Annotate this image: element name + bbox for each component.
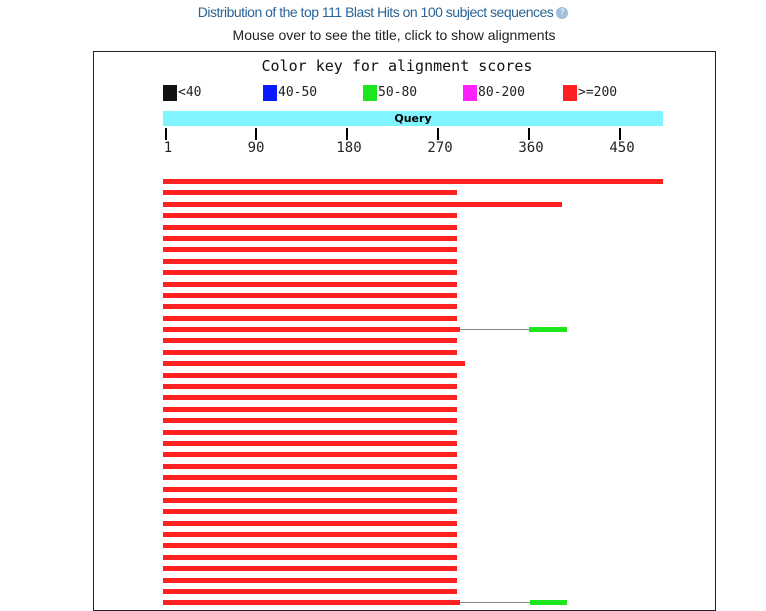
- color-swatch-green: [363, 85, 377, 101]
- axis-tick: [437, 128, 439, 140]
- hit-bar[interactable]: [163, 475, 458, 480]
- hit-bar[interactable]: [163, 430, 458, 435]
- hit-bar[interactable]: [163, 521, 458, 526]
- axis-tick-label: 1: [163, 140, 173, 156]
- hit-bar[interactable]: [163, 350, 458, 355]
- hit-bar[interactable]: [163, 202, 562, 207]
- axis-tick-label: 450: [609, 140, 635, 156]
- hit-bar[interactable]: [163, 213, 458, 218]
- hit-bar[interactable]: [163, 384, 458, 389]
- color-swatch-blue: [263, 85, 277, 101]
- hit-bar[interactable]: [163, 498, 458, 503]
- axis-tick-label: 180: [336, 140, 362, 156]
- axis-tick: [346, 128, 348, 140]
- page-subtitle: Mouse over to see the title, click to sh…: [232, 27, 556, 43]
- axis-tick: [255, 128, 257, 140]
- axis-tick: [165, 128, 167, 140]
- hit-bar[interactable]: [163, 464, 458, 469]
- hit-bar[interactable]: [163, 327, 460, 332]
- hit-bar[interactable]: [163, 338, 458, 343]
- color-key-label: 40-50: [278, 85, 318, 100]
- color-key-label: 50-80: [378, 85, 418, 100]
- hit-bar[interactable]: [163, 225, 458, 230]
- hit-bar[interactable]: [163, 418, 458, 423]
- hit-bar[interactable]: [163, 578, 458, 583]
- hit-connector-line: [459, 602, 531, 603]
- hit-bar[interactable]: [163, 293, 458, 298]
- hit-bar[interactable]: [163, 247, 458, 252]
- hit-bar[interactable]: [163, 190, 458, 195]
- hit-connector-line: [459, 329, 530, 330]
- hit-bar[interactable]: [163, 532, 458, 537]
- hit-bar[interactable]: [163, 304, 458, 309]
- axis-tick-label: 360: [518, 140, 544, 156]
- hit-bar[interactable]: [163, 509, 458, 514]
- hit-bar[interactable]: [163, 600, 460, 605]
- hit-bar[interactable]: [163, 487, 458, 492]
- page-title-row: Distribution of the top 111 Blast Hits o…: [0, 2, 766, 22]
- axis-tick-label: 270: [427, 140, 453, 156]
- hit-bar[interactable]: [163, 373, 458, 378]
- hit-bar[interactable]: [163, 270, 458, 275]
- hit-bar[interactable]: [163, 395, 458, 400]
- hit-bar[interactable]: [529, 327, 567, 332]
- hit-bar[interactable]: [163, 316, 458, 321]
- hit-bar[interactable]: [163, 282, 458, 287]
- color-swatch-black: [163, 85, 177, 101]
- color-key-label: <40: [178, 85, 202, 100]
- hit-bar[interactable]: [163, 179, 663, 184]
- color-swatch-magenta: [463, 85, 477, 101]
- color-key-label: 80-200: [478, 85, 525, 100]
- hit-bar[interactable]: [163, 589, 458, 594]
- help-icon[interactable]: ?: [556, 6, 569, 19]
- color-key-title: Color key for alignment scores: [261, 57, 533, 75]
- hit-bar[interactable]: [163, 441, 458, 446]
- hit-bar[interactable]: [163, 259, 458, 264]
- hit-bar[interactable]: [163, 543, 458, 548]
- hit-bar[interactable]: [163, 555, 458, 560]
- axis-tick-label: 90: [247, 140, 265, 156]
- hit-bar[interactable]: [530, 600, 567, 605]
- hit-bar[interactable]: [163, 566, 458, 571]
- color-key-label: >=200: [578, 85, 618, 100]
- hit-graphic: [163, 179, 663, 605]
- hit-bar[interactable]: [163, 407, 458, 412]
- page-title: Distribution of the top 111 Blast Hits o…: [197, 4, 554, 20]
- axis-tick: [528, 128, 530, 140]
- query-bar: Query: [163, 111, 663, 126]
- hit-bar[interactable]: [163, 236, 458, 241]
- hit-bar[interactable]: [163, 361, 465, 366]
- color-swatch-red: [563, 85, 577, 101]
- axis-tick: [619, 128, 621, 140]
- hit-bar[interactable]: [163, 452, 458, 457]
